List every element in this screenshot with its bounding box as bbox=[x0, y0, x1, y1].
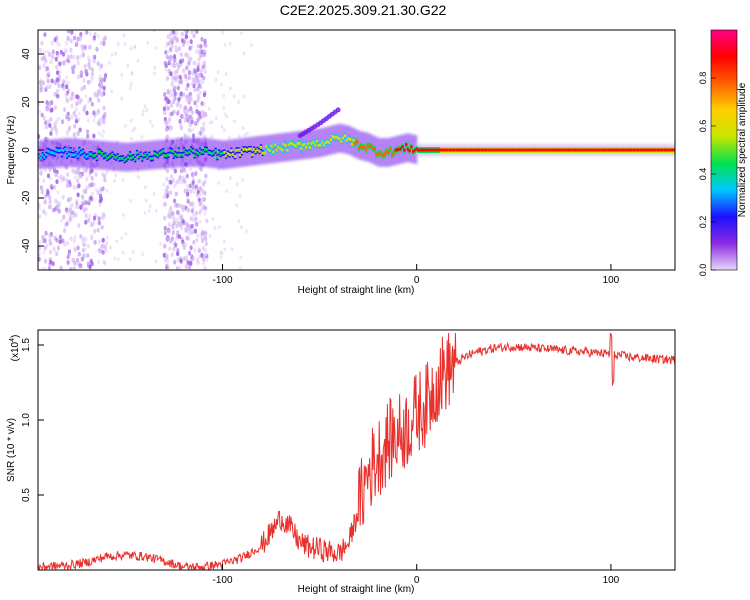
secondary-branch bbox=[297, 107, 341, 139]
snr-ylabel: SNR (10 * v/v) bbox=[6, 418, 17, 482]
colorbar-tick-label: 0.2 bbox=[698, 216, 708, 229]
snr-xtick-label: -100 bbox=[212, 575, 232, 586]
spectrogram-xtick-label: 0 bbox=[414, 275, 420, 286]
colorbar-label: Normalized spectral amplitude bbox=[737, 82, 748, 217]
colorbar-tick-label: 0.4 bbox=[698, 168, 708, 181]
snr-ytick-label: 0.5 bbox=[21, 488, 32, 502]
spectrogram-panel: -100 0 100 -40 -20 0 20 40 Height of straight … bbox=[6, 29, 676, 296]
snr-xtick-label: 100 bbox=[603, 575, 620, 586]
spectrogram-heatmap bbox=[38, 30, 675, 270]
snr-ytick-label: 1.0 bbox=[21, 413, 32, 427]
spectrogram-xtick-label: 100 bbox=[603, 275, 620, 286]
snr-multiplier: (x104) bbox=[9, 335, 21, 362]
spectrogram-ytick-label: -20 bbox=[21, 190, 32, 205]
spectrogram-ytick-label: 20 bbox=[21, 96, 32, 108]
spectrogram-ytick-label: -40 bbox=[21, 238, 32, 253]
colorbar: 0.0 0.2 0.4 0.6 0.8 Normalized spectral ampl… bbox=[698, 29, 748, 277]
colorbar-gradient bbox=[711, 30, 737, 270]
spectrogram-xtick-label: -100 bbox=[212, 275, 232, 286]
colorbar-tick-label: 0.0 bbox=[698, 264, 708, 277]
snr-ytick-label: 1.5 bbox=[21, 338, 32, 352]
ridge-core bbox=[38, 132, 675, 164]
figure-title: C2E2.2025.309.21.30.G22 bbox=[280, 2, 447, 18]
spectrogram-ytick-label: 40 bbox=[21, 48, 32, 60]
snr-panel: -100 0 100 0.5 1.0 1.5 (x104) Height of stra… bbox=[6, 329, 676, 595]
spectrogram-ytick-label: 0 bbox=[21, 147, 32, 153]
colorbar-tick-label: 0.8 bbox=[698, 72, 708, 85]
colorbar-tick-label: 0.6 bbox=[698, 120, 708, 133]
snr-series-line bbox=[38, 332, 675, 570]
snr-xlabel: Height of straight line (km) bbox=[298, 584, 415, 595]
spectrogram-xlabel: Height of straight line (km) bbox=[298, 285, 415, 296]
snr-xtick-label: 0 bbox=[414, 575, 420, 586]
spectrogram-ylabel: Frequency (Hz) bbox=[6, 116, 17, 185]
snr-frame bbox=[37, 329, 676, 571]
